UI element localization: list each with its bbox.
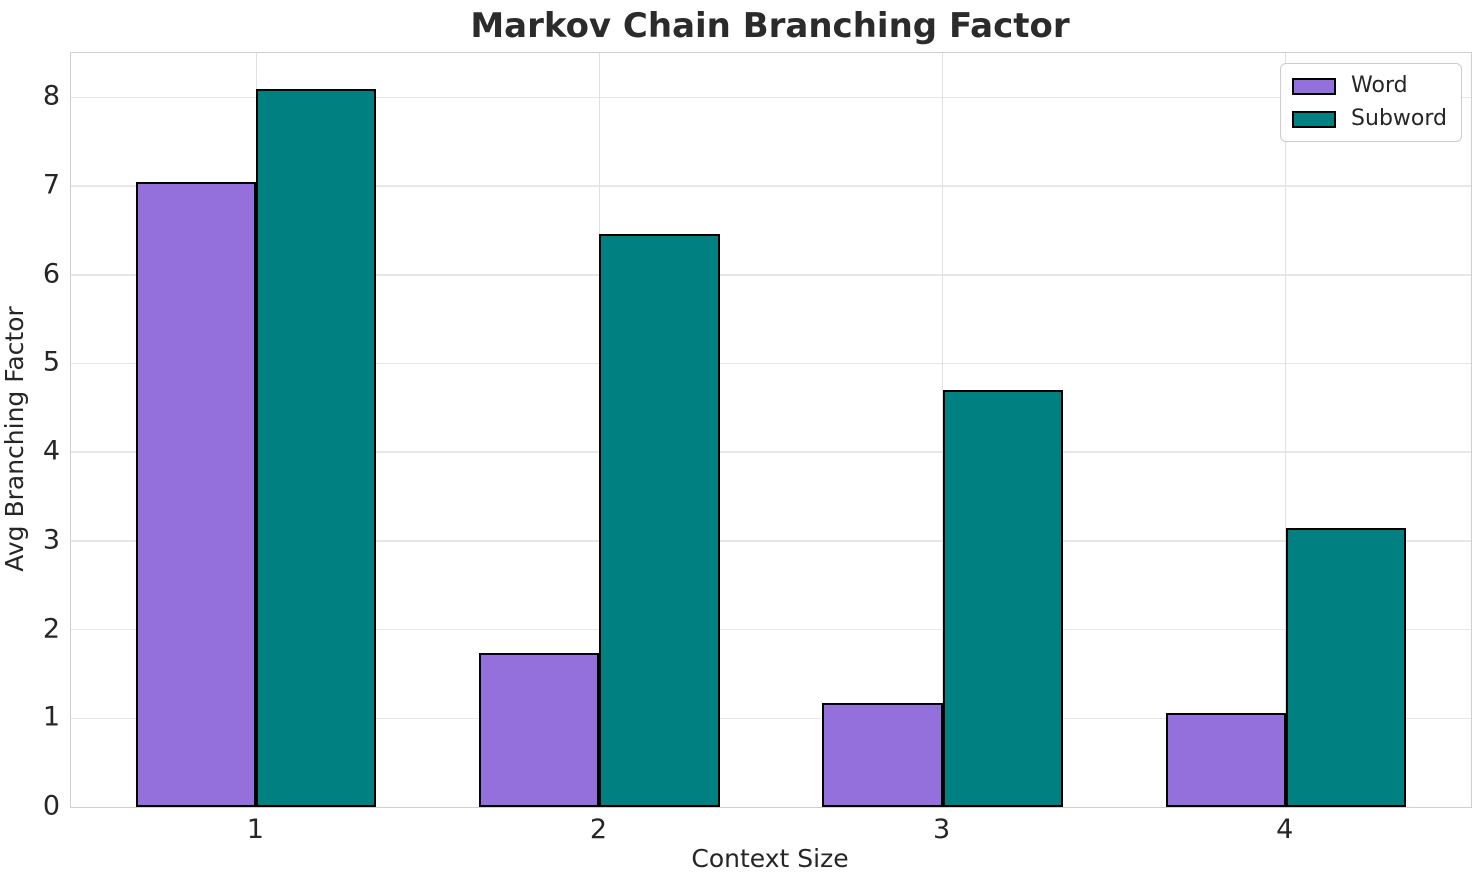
bar-subword-4: [1285, 527, 1406, 807]
bar-word-2: [479, 652, 600, 807]
x-tick-1: 1: [246, 814, 264, 845]
gridline-y-5: [71, 362, 1471, 365]
legend: Word Subword: [1280, 63, 1462, 142]
legend-item-word: Word: [1292, 73, 1447, 99]
gridline-y-4: [71, 451, 1471, 453]
y-tick-0: 0: [42, 790, 60, 822]
gridline-y-7: [71, 185, 1471, 187]
y-tick-7: 7: [42, 169, 60, 201]
bar-word-1: [136, 181, 257, 807]
chart-title: Markov Chain Branching Factor: [470, 6, 1070, 46]
x-tick-4: 4: [1276, 814, 1294, 845]
y-tick-4: 4: [42, 435, 60, 467]
gridline-y-3: [71, 540, 1471, 542]
y-tick-1: 1: [42, 701, 60, 733]
bar-subword-3: [942, 390, 1063, 807]
legend-label-subword: Subword: [1351, 106, 1447, 131]
gridline-y-8: [71, 96, 1471, 99]
gridline-y-6: [71, 274, 1471, 276]
y-tick-2: 2: [42, 613, 60, 645]
legend-swatch-word: [1292, 77, 1337, 95]
x-tick-2: 2: [589, 814, 608, 845]
legend-label-word: Word: [1351, 73, 1408, 98]
bars-layer: [71, 53, 1471, 807]
y-tick-6: 6: [42, 258, 60, 290]
y-tick-3: 3: [42, 524, 60, 556]
bar-subword-1: [256, 89, 377, 807]
gridline-y-2: [71, 628, 1471, 631]
gridline-y-1: [71, 717, 1471, 720]
legend-item-subword: Subword: [1292, 106, 1447, 132]
y-tick-8: 8: [42, 80, 60, 112]
y-tick-5: 5: [42, 346, 60, 378]
bar-subword-2: [599, 233, 720, 807]
y-axis-label: Avg Branching Factor: [0, 306, 29, 572]
gridline-x-4: [1284, 53, 1287, 807]
bar-word-3: [822, 703, 943, 807]
plot-area: Word Subword: [70, 52, 1472, 808]
legend-swatch-subword: [1292, 110, 1337, 128]
x-tick-3: 3: [932, 814, 951, 845]
bar-word-4: [1165, 712, 1286, 807]
x-axis-label: Context Size: [691, 844, 849, 873]
